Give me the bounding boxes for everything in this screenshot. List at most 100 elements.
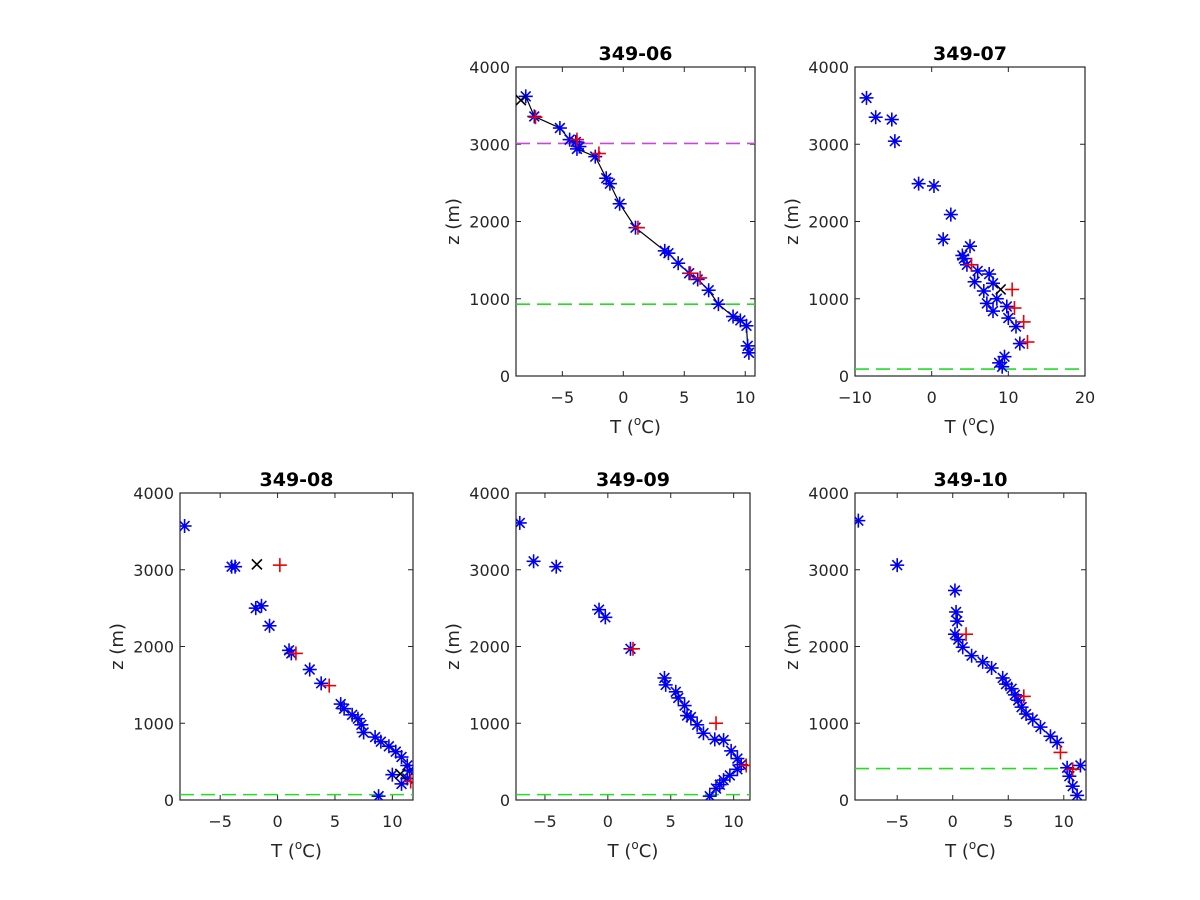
- cross-marker: [251, 558, 263, 570]
- asterisk-marker: [986, 304, 1000, 319]
- plus-marker: [964, 257, 979, 272]
- axes-box: [854, 492, 1087, 801]
- asterisk-marker: [562, 132, 577, 147]
- asterisk-marker: [926, 178, 941, 193]
- asterisk-marker: [947, 583, 962, 598]
- y-axis-label: z (m): [782, 623, 803, 670]
- y-tick-label: 2000: [133, 638, 174, 657]
- asterisk-marker: [995, 359, 1010, 374]
- asterisk-marker: [855, 513, 866, 528]
- asterisk-marker: [394, 750, 409, 765]
- asterisk-marker: [949, 604, 964, 619]
- x-tick-label: −5: [208, 812, 232, 831]
- asterisk-marker: [979, 296, 994, 311]
- plus-marker: [1016, 689, 1031, 704]
- y-tick-label: 2000: [808, 638, 849, 657]
- asterisk-marker: [1060, 760, 1075, 775]
- asterisk-marker: [716, 733, 731, 748]
- y-tick-label: 1000: [133, 714, 174, 733]
- asterisk-marker: [248, 601, 263, 616]
- asterisk-marker: [936, 232, 951, 247]
- y-tick-label: 2000: [808, 213, 849, 232]
- asterisk-marker: [526, 554, 541, 569]
- y-tick-label: 4000: [808, 484, 849, 503]
- x-axis-label: T (oC): [270, 838, 322, 862]
- y-tick-label: 1000: [469, 290, 510, 309]
- x-tick-label: −10: [838, 388, 872, 407]
- x-tick-label: 0: [272, 812, 282, 831]
- y-tick-label: 1000: [469, 714, 510, 733]
- x-tick-label: 10: [382, 812, 402, 831]
- asterisk-marker: [373, 734, 388, 749]
- asterisk-marker: [970, 263, 985, 278]
- y-tick-label: 0: [500, 367, 510, 386]
- x-tick-label: 0: [618, 388, 628, 407]
- asterisk-marker: [964, 648, 979, 663]
- x-tick-label: 10: [1054, 812, 1074, 831]
- asterisk-marker: [658, 677, 673, 692]
- panel-title: 349-10: [934, 469, 1008, 491]
- y-axis-label: z (m): [782, 198, 803, 245]
- plus-marker: [1020, 335, 1035, 350]
- y-axis-label: z (m): [107, 623, 128, 670]
- x-tick-label: 5: [679, 388, 689, 407]
- panel-349-08: 349-08 T (oC) z (m) −5 0 5 10 0 1000 2000 3000 4…: [107, 469, 414, 862]
- asterisk-marker: [602, 176, 617, 191]
- panel-title: 349-08: [260, 469, 334, 491]
- asterisk-marker: [726, 309, 741, 324]
- plus-marker: [1053, 745, 1068, 760]
- y-tick-label: 0: [839, 367, 849, 386]
- asterisk-marker: [943, 207, 958, 222]
- asterisk-marker: [1070, 788, 1085, 800]
- y-tick-label: 3000: [808, 561, 849, 580]
- asterisk-marker: [711, 297, 726, 312]
- asterisk-marker: [709, 781, 724, 796]
- asterisk-marker: [963, 239, 977, 254]
- asterisk-marker: [1012, 336, 1027, 351]
- x-axis-label: T (oC): [607, 838, 659, 862]
- asterisk-marker: [180, 519, 192, 534]
- x-tick-label: 10: [998, 388, 1018, 407]
- plus-marker: [272, 558, 287, 573]
- asterisk-marker: [668, 684, 683, 699]
- axes-box: [854, 66, 1086, 377]
- x-tick-label: −5: [885, 812, 909, 831]
- asterisk-marker: [976, 284, 991, 299]
- plus-marker: [1016, 314, 1031, 329]
- asterisk-marker: [661, 246, 676, 261]
- y-tick-label: 4000: [469, 484, 510, 503]
- asterisk-marker: [696, 726, 711, 741]
- asterisk-marker: [677, 698, 692, 713]
- cross-marker: [516, 94, 527, 106]
- panel-349-09: 349-09 T (oC) z (m) −5 0 5 10 0 1000 2000 3000 4…: [443, 469, 751, 862]
- asterisk-marker: [228, 559, 243, 574]
- asterisk-marker: [262, 618, 277, 633]
- plus-marker: [403, 774, 413, 789]
- asterisk-marker: [314, 676, 329, 691]
- asterisk-marker: [984, 660, 999, 675]
- x-tick-label: 20: [1075, 388, 1095, 407]
- panel-349-10: 349-10 T (oC) z (m) −5 0 5 10 0 1000 2000 3000 4…: [782, 469, 1087, 862]
- cross-marker: [995, 283, 1007, 296]
- panel-349-07: 349-07 T (oC) z (m) −10 0 10 20 0 1000 2000 300…: [782, 43, 1095, 438]
- plus-marker: [569, 132, 584, 147]
- y-tick-label: 1000: [808, 714, 849, 733]
- asterisk-marker: [598, 610, 613, 625]
- cross-marker: [394, 768, 406, 780]
- x-tick-label: 0: [603, 812, 613, 831]
- y-tick-label: 3000: [133, 561, 174, 580]
- asterisk-marker: [868, 110, 883, 125]
- panel-title: 349-06: [599, 43, 673, 65]
- plus-marker: [528, 110, 543, 125]
- asterisk-marker: [337, 701, 352, 716]
- asterisk-marker: [999, 299, 1014, 314]
- asterisk-marker: [702, 789, 717, 800]
- asterisk-marker: [887, 134, 902, 149]
- x-tick-label: −5: [533, 812, 557, 831]
- asterisk-marker: [592, 602, 607, 617]
- asterisk-marker: [975, 654, 990, 669]
- x-tick-label: 10: [723, 812, 743, 831]
- plus-marker: [630, 220, 645, 235]
- y-tick-label: 4000: [808, 58, 849, 77]
